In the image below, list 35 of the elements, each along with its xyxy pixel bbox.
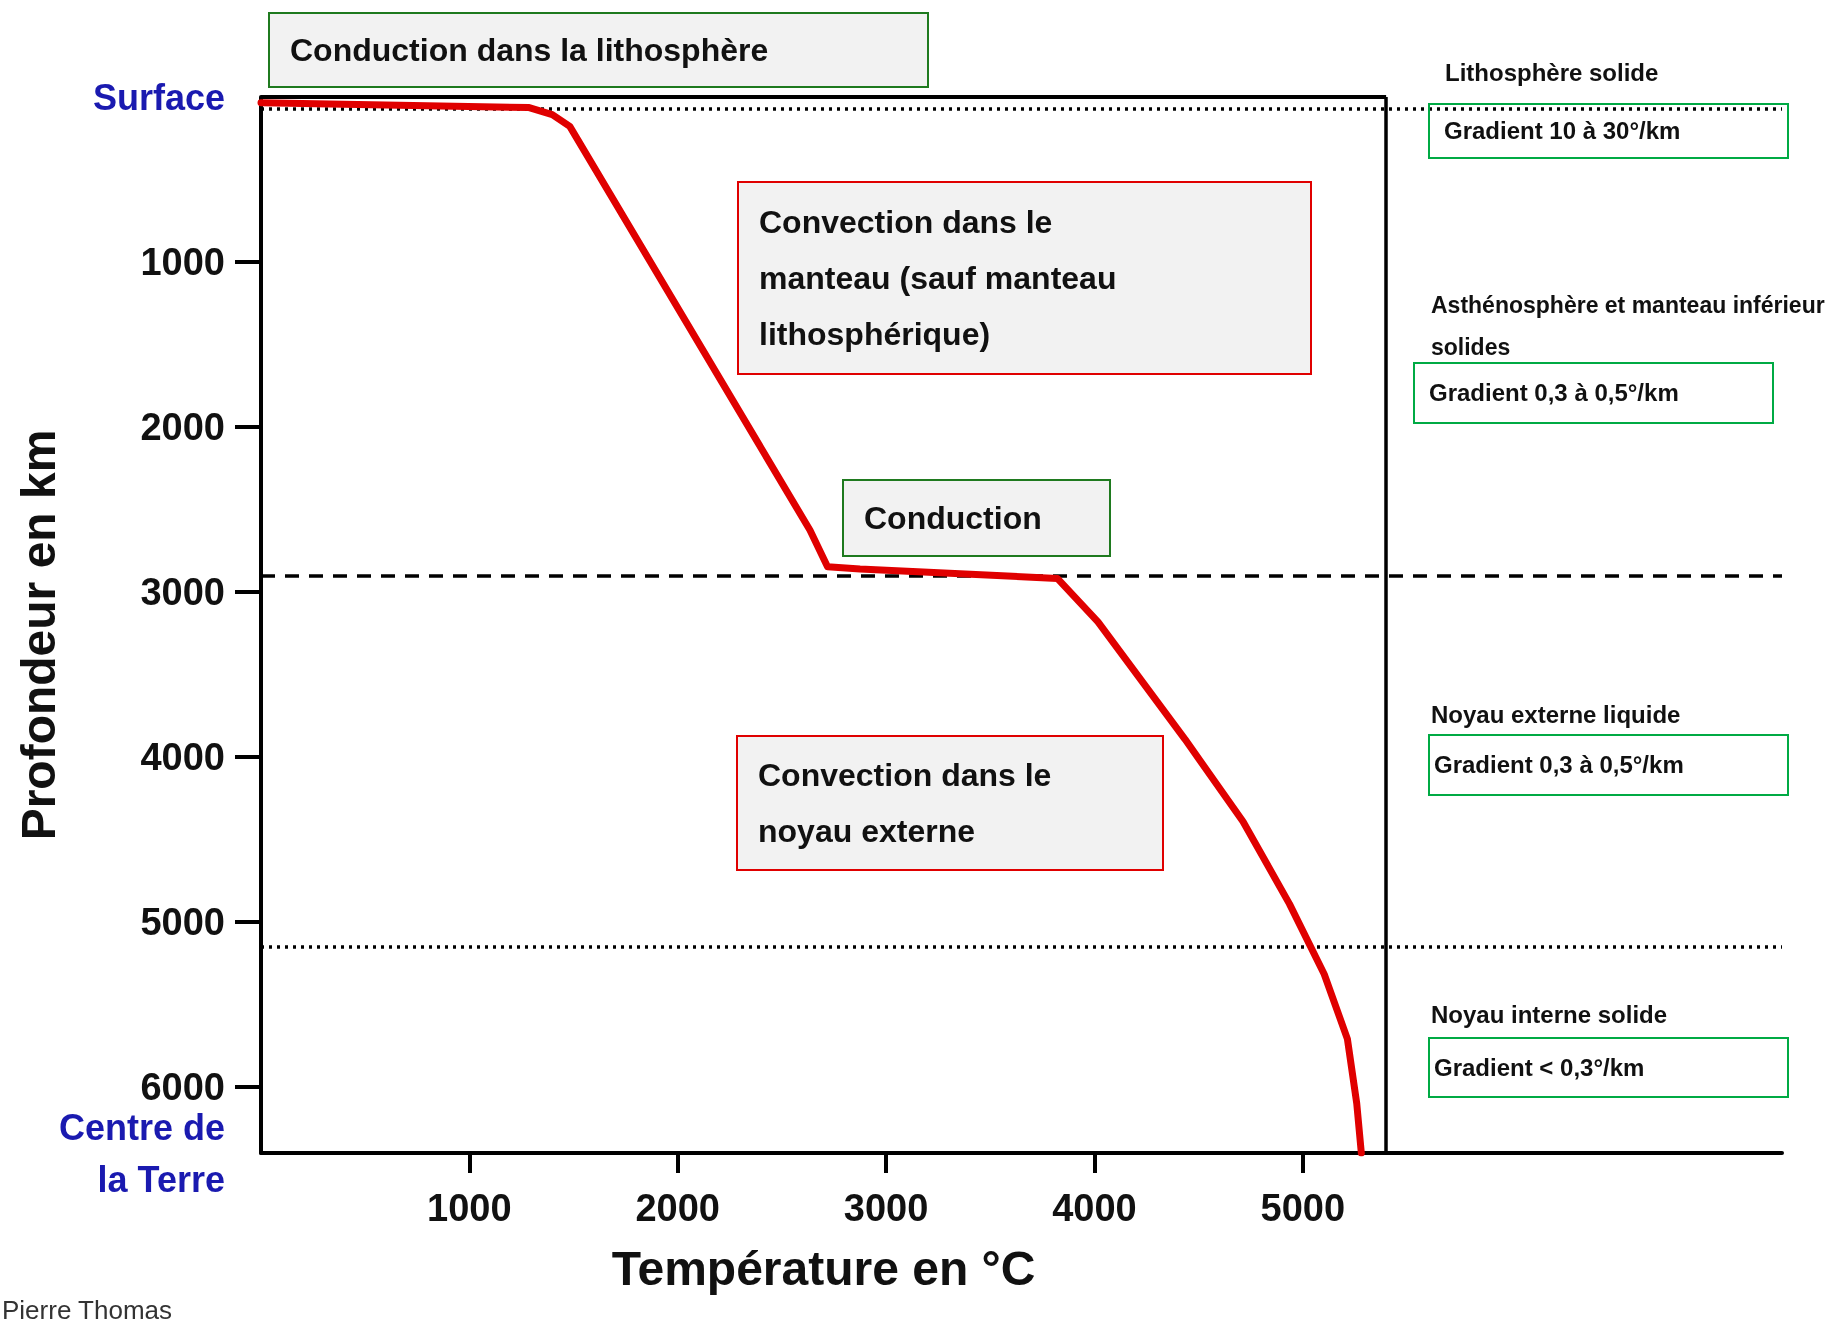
text: Lithosphère solide — [1445, 58, 1660, 88]
annotation: Conduction — [864, 499, 1042, 538]
y-tick-label: 3000 — [140, 571, 225, 613]
note-box: Gradient < 0,3°/km — [1428, 1037, 1789, 1098]
x-tick-label: 1000 — [427, 1187, 512, 1229]
note-box: Convection dans le manteau (sauf manteau lithosphérique) — [737, 181, 1312, 375]
annotation: Asthénosphère et manteau inférieur solides — [1431, 291, 1825, 362]
y-tick-label: Centre de la Terre — [58, 1106, 225, 1200]
y-tick-label: 6000 — [140, 1066, 225, 1108]
note-box: Conduction dans la lithosphère — [268, 12, 929, 88]
x-tick-label: 5000 — [1260, 1187, 1346, 1229]
annotation: Gradient 0,3 à 0,5°/km — [1429, 378, 1679, 408]
note-box: Gradient 10 à 30°/km — [1428, 103, 1789, 159]
x-tick-label: 4000 — [1052, 1187, 1137, 1229]
note-box: Convection dans le noyau externe — [736, 735, 1164, 871]
annotation: Noyau externe liquide — [1431, 700, 1682, 730]
annotation: Noyau interne solide — [1431, 1000, 1669, 1030]
text: Pierre Thomas — [2, 1294, 174, 1327]
y-tick-label: Surface — [92, 76, 225, 118]
annotation: Convection dans le manteau (sauf manteau lithosphérique) — [759, 203, 1118, 354]
y-tick-label: 2000 — [140, 406, 225, 448]
annotation: Convection dans le noyau externe — [758, 756, 1053, 851]
note-box: Conduction — [842, 479, 1111, 557]
y-tick-label: 4000 — [140, 736, 225, 778]
annotation: Gradient < 0,3°/km — [1434, 1052, 1645, 1083]
note-box: Gradient 0,3 à 0,5°/km — [1428, 734, 1789, 796]
annotation: Gradient 0,3 à 0,5°/km — [1434, 750, 1684, 780]
x-tick-label: 3000 — [843, 1187, 929, 1229]
annotation: Gradient 10 à 30°/km — [1444, 116, 1681, 146]
x-axis-title: Température en °C — [611, 1241, 1036, 1295]
y-tick-label: 5000 — [140, 901, 225, 943]
y-axis-title: Profondeur en km — [11, 429, 65, 841]
note-box: Gradient 0,3 à 0,5°/km — [1413, 362, 1774, 424]
x-tick-label: 2000 — [635, 1187, 720, 1229]
y-tick-label: 1000 — [140, 241, 225, 283]
